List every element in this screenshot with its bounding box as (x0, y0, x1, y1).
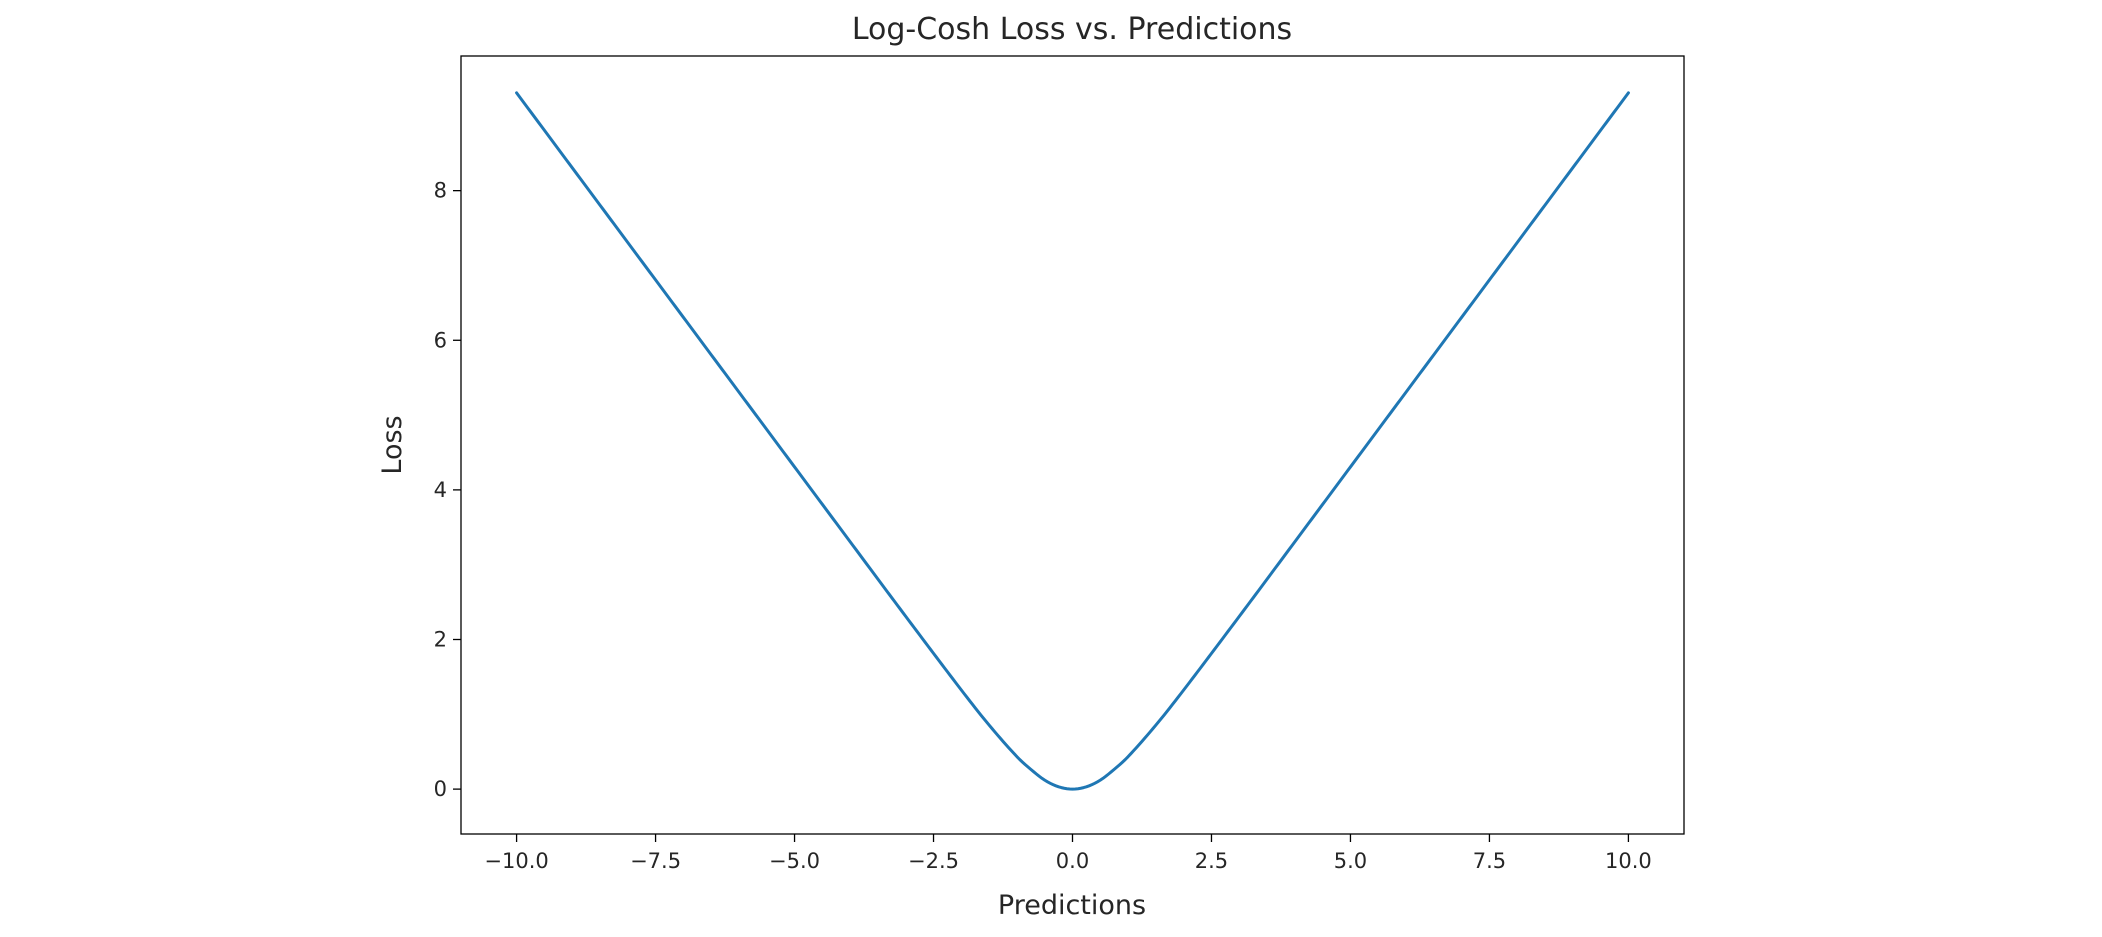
x-axis-ticks: −10.0 −7.5 −5.0 −2.5 0.0 2.5 5.0 7.5 10.0 (484, 834, 1652, 873)
y-axis-ticks: 0 2 4 6 8 (434, 179, 461, 801)
x-tick-label: 10.0 (1605, 849, 1652, 873)
y-axis-label: Loss (377, 415, 408, 474)
x-tick-label: −7.5 (630, 849, 681, 873)
x-tick-label: 5.0 (1334, 849, 1367, 873)
x-tick-label: 0.0 (1056, 849, 1089, 873)
y-tick-label: 8 (434, 179, 447, 203)
x-tick-label: −2.5 (908, 849, 959, 873)
x-tick-label: −10.0 (484, 849, 548, 873)
y-tick-label: 0 (434, 777, 447, 801)
y-tick-label: 2 (434, 628, 447, 652)
y-tick-label: 6 (434, 328, 447, 352)
x-tick-label: 7.5 (1473, 849, 1506, 873)
y-tick-label: 4 (434, 478, 447, 502)
chart-title: Log-Cosh Loss vs. Predictions (852, 12, 1292, 47)
x-tick-label: 2.5 (1195, 849, 1228, 873)
x-tick-label: −5.0 (769, 849, 820, 873)
x-axis-label: Predictions (998, 890, 1146, 921)
plot-frame (460, 55, 1685, 835)
series-line-log-cosh-loss (515, 91, 1630, 791)
